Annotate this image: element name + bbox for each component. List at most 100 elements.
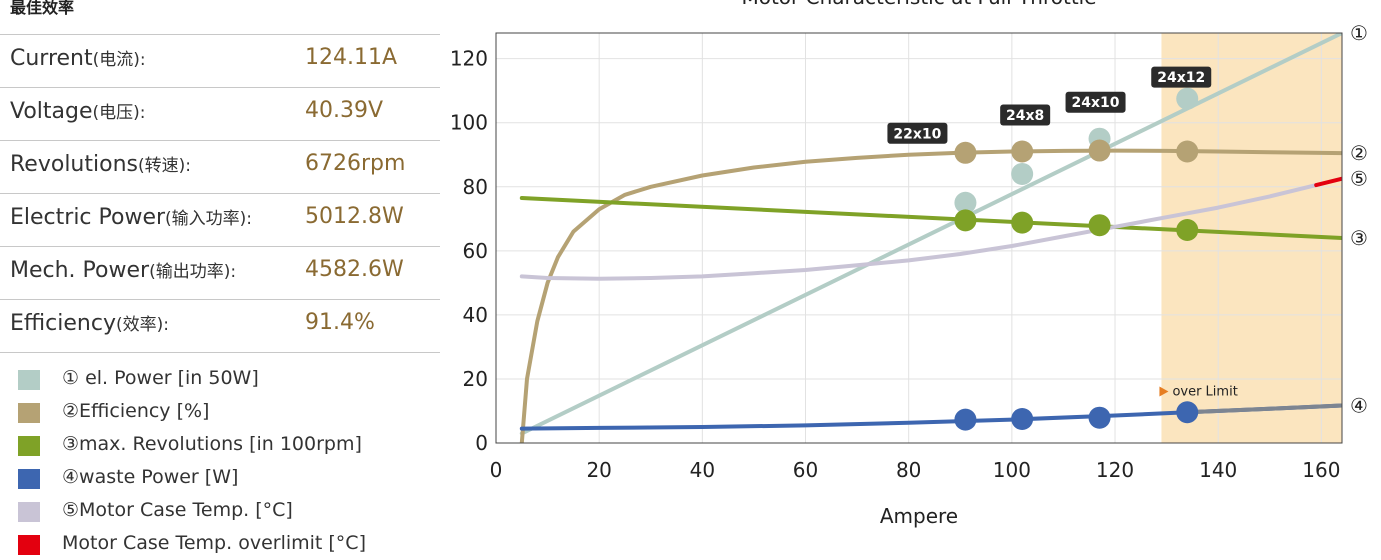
x-tick-label: 120 <box>1096 458 1134 482</box>
stat-label-en: Current <box>10 46 93 71</box>
marker-efficiency <box>1176 140 1199 163</box>
series-line-max_revolutions <box>519 196 1342 240</box>
series-end-label: ③ <box>1350 226 1368 250</box>
stat-label-cn: (输出功率): <box>149 262 237 282</box>
series-line-motor_case_temp_overlimit <box>1314 176 1342 188</box>
legend-label: ① el. Power [in 50W] <box>62 367 259 389</box>
x-tick-label: 160 <box>1302 458 1340 482</box>
legend-label: ②Efficiency [%] <box>62 400 210 422</box>
x-tick-label: 0 <box>490 458 503 482</box>
stat-row: Voltage(电压): 40.39V <box>0 88 440 141</box>
legend-label: Motor Case Temp. overlimit [°C] <box>62 532 366 554</box>
series-line-el_power <box>519 33 1342 436</box>
stat-label-en: Mech. Power <box>10 258 150 283</box>
legend-swatch <box>18 370 40 390</box>
stat-label: Current(电流): <box>10 45 146 71</box>
chart-title: Motor Characteristic at Full Throttle <box>741 0 1096 9</box>
x-tick-label: 20 <box>586 458 611 482</box>
stat-label-cn: (电流): <box>92 50 146 70</box>
x-tick-label: 140 <box>1199 458 1237 482</box>
panel-title: 最佳效率 <box>10 0 75 17</box>
y-tick-label: 100 <box>450 111 488 135</box>
stat-value: 4582.6W <box>305 257 404 282</box>
stat-value: 124.11A <box>305 45 398 70</box>
y-tick-label: 60 <box>463 239 488 263</box>
series-end-label: ② <box>1350 141 1368 165</box>
stat-label-en: Voltage <box>10 99 93 124</box>
prop-label-box <box>887 122 948 144</box>
marker-efficiency <box>1088 139 1111 162</box>
over-limit-arrow <box>1159 386 1169 397</box>
prop-label-text: 24x12 <box>1157 70 1205 86</box>
marker-el_power <box>1011 162 1034 185</box>
stat-label: Revolutions(转速): <box>10 151 191 177</box>
stat-value: 40.39V <box>305 98 384 123</box>
legend-swatch <box>18 469 40 489</box>
marker-waste_power <box>1011 407 1034 430</box>
series-line-motor_case_temp <box>519 183 1319 281</box>
marker-el_power <box>1176 87 1199 110</box>
legend-item: ⑤Motor Case Temp. [°C] <box>18 497 438 527</box>
x-tick-label: 100 <box>993 458 1031 482</box>
marker-waste_power <box>1088 406 1111 429</box>
prop-label-text: 24x10 <box>1072 95 1120 111</box>
stat-label: Efficiency(效率): <box>10 310 169 336</box>
series-line-waste-power-tail <box>1185 403 1342 415</box>
stat-label-cn: (电压): <box>92 103 146 123</box>
marker-efficiency <box>1011 140 1034 163</box>
stat-label-cn: (转速): <box>137 156 191 176</box>
stat-label-en: Efficiency <box>10 311 116 336</box>
marker-max_revolutions <box>954 209 977 232</box>
y-tick-label: 120 <box>450 47 488 71</box>
series-end-label: ① <box>1350 21 1368 45</box>
stat-label-cn: (输入功率): <box>165 209 253 229</box>
legend-item: ②Efficiency [%] <box>18 398 438 428</box>
legend-swatch <box>18 403 40 423</box>
stats-table: Current(电流): 124.11A Voltage(电压): 40.39V Rev… <box>0 34 440 353</box>
legend-item: ① el. Power [in 50W] <box>18 365 438 395</box>
marker-efficiency <box>954 141 977 164</box>
legend-swatch <box>18 436 40 456</box>
over-limit-label: over Limit <box>1172 385 1237 400</box>
x-tick-label: 80 <box>896 458 921 482</box>
stat-row: Mech. Power(输出功率): 4582.6W <box>0 247 440 300</box>
prop-label-box <box>1065 91 1126 113</box>
legend-item: Motor Case Temp. overlimit [°C] <box>18 530 438 560</box>
stat-label-en: Revolutions <box>10 152 138 177</box>
legend-item: ③max. Revolutions [in 100rpm] <box>18 431 438 461</box>
stat-label-cn: (效率): <box>115 315 169 335</box>
series-end-label: ④ <box>1350 394 1368 418</box>
stat-label-en: Electric Power <box>10 205 166 230</box>
legend-label: ③max. Revolutions [in 100rpm] <box>62 433 362 455</box>
y-tick-label: 0 <box>475 431 488 455</box>
marker-max_revolutions <box>1088 214 1111 237</box>
series-group <box>519 33 1342 443</box>
stat-row: Efficiency(效率): 91.4% <box>0 300 440 353</box>
x-axis-label: Ampere <box>880 504 958 528</box>
stat-value: 6726rpm <box>305 151 406 176</box>
legend-label: ④waste Power [W] <box>62 466 239 488</box>
plot-border <box>495 32 1343 444</box>
x-tick-label: 40 <box>690 458 715 482</box>
marker-waste_power <box>1176 401 1199 424</box>
chart-svg: 22x10 24x8 24x10 24x12 over Limit 0 20 40 60 80 10… <box>450 0 1368 528</box>
legend-swatch <box>18 535 40 555</box>
series-end-label: ⑤ <box>1350 167 1368 191</box>
marker-waste_power <box>954 408 977 431</box>
x-tick-label: 60 <box>793 458 818 482</box>
stat-label: Mech. Power(输出功率): <box>10 257 236 283</box>
marker-el_power <box>954 191 977 214</box>
y-tick-label: 80 <box>463 175 488 199</box>
y-tick-label: 40 <box>463 303 488 327</box>
motor-chart: 22x10 24x8 24x10 24x12 over Limit 0 20 40 60 80 10… <box>440 0 1381 548</box>
stat-value: 5012.8W <box>305 204 404 229</box>
stat-value: 91.4% <box>305 310 375 335</box>
stat-row: Revolutions(转速): 6726rpm <box>0 141 440 194</box>
marker-max_revolutions <box>1176 218 1199 241</box>
stat-row: Electric Power(输入功率): 5012.8W <box>0 194 440 247</box>
series-line-efficiency <box>519 148 1342 443</box>
stat-row: Current(电流): 124.11A <box>0 34 440 88</box>
legend-label: ⑤Motor Case Temp. [°C] <box>62 499 293 521</box>
stat-label: Voltage(电压): <box>10 98 146 124</box>
marker-max_revolutions <box>1011 211 1034 234</box>
